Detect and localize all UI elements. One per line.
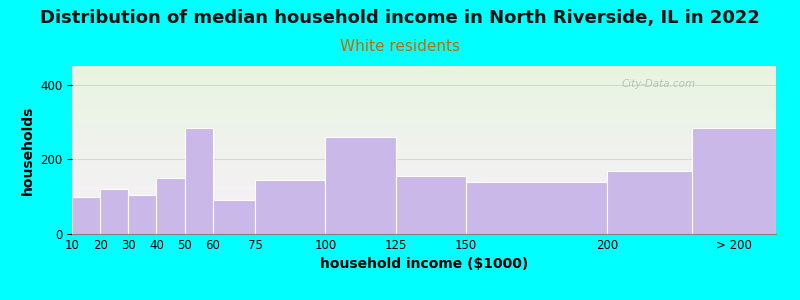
Bar [326,137,396,234]
Bar [607,170,691,234]
Bar [157,178,185,234]
Bar [466,182,607,234]
Bar [396,176,466,234]
Text: White residents: White residents [340,39,460,54]
Bar [466,182,607,234]
Bar [396,176,466,234]
Bar [213,200,255,234]
Bar [100,189,128,234]
Bar [691,128,776,234]
Y-axis label: households: households [21,105,34,195]
Bar [72,197,100,234]
Bar [326,137,396,234]
Bar [185,128,213,234]
Bar [213,200,255,234]
Bar [255,180,326,234]
Bar [72,197,100,234]
Bar [128,195,157,234]
Bar [255,180,326,234]
X-axis label: household income ($1000): household income ($1000) [320,257,528,272]
Text: Distribution of median household income in North Riverside, IL in 2022: Distribution of median household income … [40,9,760,27]
Bar [157,178,185,234]
Text: City-Data.com: City-Data.com [621,80,695,89]
Bar [185,128,213,234]
Bar [128,195,157,234]
Bar [607,170,691,234]
Bar [691,128,776,234]
Bar [100,189,128,234]
